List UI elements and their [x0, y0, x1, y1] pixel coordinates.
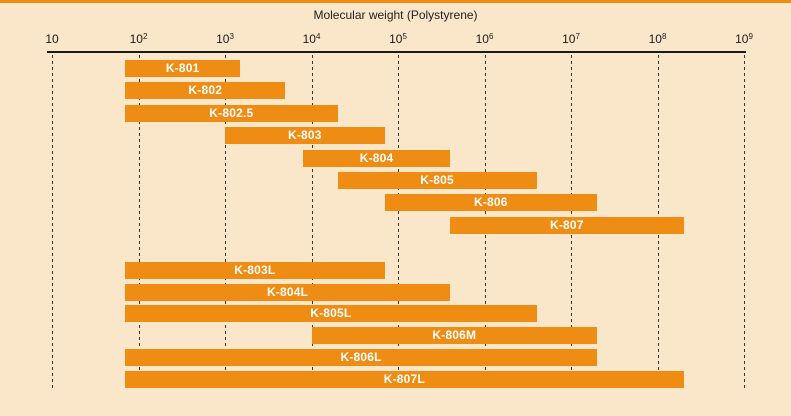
range-bar-k-801: K-801: [125, 60, 241, 77]
gridline-10: [52, 55, 53, 389]
gridline-10e2: [138, 55, 140, 389]
range-bar-k-806: K-806: [384, 194, 598, 211]
range-bar-k-804l: K-804L: [125, 284, 451, 301]
range-bar-k-802.5: K-802.5: [125, 105, 338, 122]
range-bar-k-804: K-804: [303, 150, 451, 167]
axis-tick-label-10e9: 109: [735, 32, 753, 46]
bar-label: K-806L: [340, 350, 382, 364]
gridline-10e3: [225, 55, 226, 389]
axis-tick-label-10e8: 108: [648, 32, 667, 46]
range-bar-k-806m: K-806M: [311, 327, 598, 344]
bar-label: K-804: [359, 151, 394, 165]
gridline-10e4: [311, 55, 313, 389]
range-bar-k-803: K-803: [225, 127, 385, 144]
axis-tick-label-10e6: 106: [475, 32, 494, 46]
axis-tick-label-10e5: 105: [389, 32, 407, 46]
axis-tick-label-10e4: 104: [302, 32, 321, 46]
top-accent-band: [0, 0, 791, 3]
bar-label: K-802: [188, 83, 223, 97]
bar-label: K-806M: [432, 328, 477, 342]
range-bar-k-806l: K-806L: [125, 349, 598, 366]
bar-label: K-801: [165, 61, 200, 75]
bar-label: K-803: [287, 128, 322, 142]
chart-title: Molecular weight (Polystyrene): [313, 8, 478, 22]
bar-label: K-802.5: [209, 106, 254, 120]
bar-label: K-807L: [383, 372, 425, 386]
range-bar-k-807l: K-807L: [125, 371, 684, 388]
bar-label: K-804L: [266, 285, 309, 299]
bar-label: K-806: [473, 195, 508, 209]
range-bar-k-803l: K-803L: [125, 262, 385, 279]
x-axis-line: [47, 51, 746, 53]
bar-label: K-803L: [234, 263, 276, 277]
bar-label: K-805: [420, 173, 454, 187]
bar-label: K-807: [549, 218, 584, 232]
axis-tick-label-10e2: 102: [129, 32, 148, 46]
gridline-10e5: [398, 55, 399, 389]
gridline-10e9: [744, 55, 745, 389]
axis-tick-label-10e7: 107: [562, 32, 580, 46]
axis-tick-label-10e3: 103: [216, 32, 234, 46]
range-bar-k-805l: K-805L: [125, 305, 537, 322]
range-bar-k-805: K-805: [337, 172, 537, 189]
axis-tick-label-10: 10: [45, 32, 59, 46]
bar-label: K-805L: [310, 306, 352, 320]
range-bar-k-807: K-807: [450, 217, 684, 234]
range-bar-k-802: K-802: [125, 82, 286, 99]
